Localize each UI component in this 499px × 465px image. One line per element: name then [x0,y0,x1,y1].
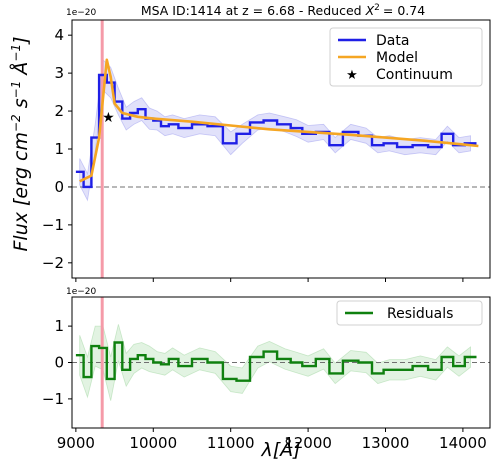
top-series-data [75,73,477,189]
top-plot-area: ★ [72,20,490,278]
chart-title-stat-label: X [365,3,375,18]
chart-title-stat-sup: 2 [374,3,380,13]
legend-swatch-continuum: ★ [346,68,358,83]
bottom-plot-area [72,297,490,428]
bottom-x-tick-label: 14000 [439,434,487,452]
x-axis-label: λ[Å] [260,438,300,461]
top-y-tick-label: 0 [54,178,64,196]
chart-title: MSA ID:1414 at z = 6.68 - Reduced X2 = 0.… [141,3,425,18]
top-y-tick-label: 1 [54,140,64,158]
bottom-legend: Residuals [336,300,483,326]
top-error-band [79,58,471,202]
chart-title-text: MSA ID:1414 at z = 6.68 - Reduced [141,3,362,18]
top-series-model [79,58,479,183]
top-y-tick-label: −1 [42,216,64,234]
top-marker-continuum: ★ [102,110,115,126]
top-y-tick-label: 4 [54,26,64,44]
top-y-tick-label: 2 [54,102,64,120]
bottom-series-residuals [75,341,477,382]
top-legend-box [329,27,483,87]
bottom-x-tick-label: 11000 [207,434,255,452]
top-y-tick-label: 3 [54,64,64,82]
bottom-y-tick-label: 1 [54,317,64,335]
chart-title-stat-value: = 0.74 [383,3,425,18]
bottom-x-tick-label: 12000 [284,434,332,452]
legend-label-residuals: Residuals [387,306,453,322]
legend-label-continuum: Continuum [376,67,453,83]
top-offset-label: 1e−20 [66,8,97,18]
bottom-x-tick-label: 13000 [362,434,410,452]
bottom-legend-box [336,300,483,326]
bottom-x-tick-label: 9000 [57,434,95,452]
top-y-tick-label: −2 [42,254,64,272]
bottom-y-tick-label: −1 [42,390,64,408]
bottom-y-tick-label: 0 [54,354,64,372]
flux-panel: 1e−20 MSA ID:1414 at z = 6.68 - Reduced … [9,3,491,282]
residuals-panel: 1e−20 λ[Å] Residuals −1 0 1 9000 10000 11000 1… [42,287,491,461]
bottom-offset-label: 1e−20 [66,287,97,297]
legend-label-data: Data [376,33,409,49]
legend-label-model: Model [376,50,418,66]
bottom-x-tick-label: 10000 [129,434,177,452]
y-axis-label: Flux [erg cm−2 s−1 Å−1] [9,36,32,251]
